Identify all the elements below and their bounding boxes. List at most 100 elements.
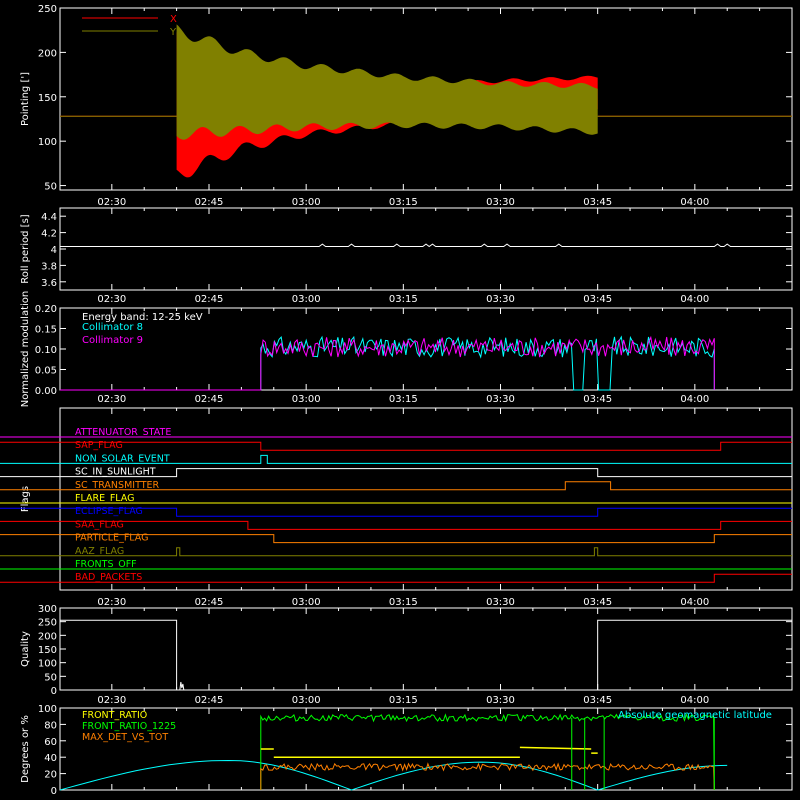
flag-line-sc-in-sunlight (0, 468, 792, 478)
ratio-legend-label-front-ratio-1225: FRONT_RATIO_1225 (82, 721, 176, 732)
modulation-x-tick-label: 03:30 (486, 394, 515, 405)
roll-period-line (60, 243, 792, 248)
quality-y-tick-label: 50 (44, 672, 57, 683)
ratios-y-tick-label: 60 (44, 737, 57, 748)
pointing-y-tick-label: 150 (38, 93, 57, 104)
ratios-y-tick-label: 80 (44, 720, 57, 731)
modulation-y-axis-label: Normalized modulation (20, 291, 31, 408)
quality-x-tick-label: 02:30 (97, 695, 126, 706)
quality-x-tick-label: 03:15 (389, 695, 418, 706)
pointing-y-tick-label: 250 (38, 4, 57, 15)
ratio-legend-label-max-det-vs-tot: MAX_DET_VS_TOT (82, 732, 168, 743)
ratio-legend-label-latitude: Absolute geomagnetic latitude (618, 710, 772, 721)
roll-y-tick-label: 4 (51, 245, 57, 256)
legend-label-y: Y (169, 27, 177, 38)
pointing-x-tick-label: 04:00 (680, 197, 709, 208)
roll-x-tick-label: 03:00 (292, 294, 321, 305)
quality-y-tick-label: 200 (38, 631, 57, 642)
roll-x-tick-label: 04:00 (680, 294, 709, 305)
legend-label-x: X (170, 14, 177, 25)
quality-x-tick-label: 02:45 (195, 695, 224, 706)
flag-line-eclipse-flag (0, 507, 792, 517)
flag-label-saa-flag: SAA_FLAG (75, 519, 124, 530)
quality-y-tick-label: 250 (38, 618, 57, 629)
modulation-series-collimator-9 (60, 335, 715, 391)
pointing-y-tick-label: 50 (44, 182, 57, 193)
flag-label-eclipse-flag: ECLIPSE_FLAG (75, 506, 143, 517)
flags-x-tick-label: 03:30 (486, 597, 515, 608)
pointing-x-tick-label: 03:30 (486, 197, 515, 208)
quality-y-axis-label: Quality (20, 631, 31, 667)
quality-y-tick-label: 300 (38, 604, 57, 615)
flag-label-particle-flag: PARTICLE_FLAG (75, 533, 148, 544)
flag-label-aaz-flag: AAZ_FLAG (75, 546, 124, 557)
pointing-y-axis-label: Pointing ['] (20, 72, 31, 126)
flag-label-fronts-off: FRONTS_OFF (75, 559, 137, 570)
ratio-legend-label-front-ratio: FRONT_RATIO (82, 710, 147, 721)
latitude-curve (59, 759, 728, 791)
flags-plot-frame (59, 407, 793, 591)
quality-x-tick-label: 04:00 (680, 695, 709, 706)
flags-x-tick-label: 03:45 (583, 597, 612, 608)
roll-y-tick-label: 3.8 (41, 261, 57, 272)
flag-line-aaz-flag (0, 547, 792, 557)
pointing-x-tick-label: 03:15 (389, 197, 418, 208)
flags-x-tick-label: 04:00 (680, 597, 709, 608)
modulation-x-tick-label: 03:00 (292, 394, 321, 405)
flag-line-sc-transmitter (0, 481, 792, 491)
modulation-y-tick-label: 0.15 (35, 325, 57, 336)
quality-x-tick-label: 03:00 (292, 695, 321, 706)
modulation-y-tick-label: 0.20 (35, 304, 57, 315)
roll-y-tick-label: 3.6 (41, 278, 57, 289)
pointing-y-tick-label: 100 (38, 137, 57, 148)
modulation-x-tick-label: 03:45 (583, 394, 612, 405)
pointing-y-tick-label: 200 (38, 48, 57, 59)
flag-label-sap-flag: SAP_FLAG (75, 440, 123, 451)
modulation-y-tick-label: 0.05 (35, 366, 57, 377)
ratio-series-max-det-vs-tot (260, 762, 715, 791)
pointing-x-tick-label: 03:45 (583, 197, 612, 208)
pointing-x-tick-label: 02:45 (195, 197, 224, 208)
pointing-plot-frame (59, 7, 793, 191)
flag-line-non-solar-event (0, 454, 792, 464)
flag-label-non-solar-event: NON_SOLAR_EVENT (75, 453, 170, 464)
ratios-y-tick-label: 100 (38, 704, 57, 715)
flag-line-particle-flag (0, 534, 792, 544)
quality-line (60, 619, 792, 691)
quality-y-tick-label: 150 (38, 645, 57, 656)
flags-x-tick-label: 02:45 (195, 597, 224, 608)
ratio-series-front-ratio (260, 746, 598, 758)
ratios-y-axis-label: Degrees or % (20, 715, 31, 783)
quality-y-tick-label: 0 (51, 686, 57, 697)
flag-line-saa-flag (0, 520, 792, 530)
flag-line-sap-flag (0, 441, 792, 451)
quality-x-tick-label: 03:30 (486, 695, 515, 706)
flag-label-sc-transmitter: SC_TRANSMITTER (75, 480, 160, 491)
pointing-x-tick-label: 02:30 (97, 197, 126, 208)
flag-label-sc-in-sunlight: SC_IN_SUNLIGHT (75, 467, 156, 478)
ratios-y-tick-label: 40 (44, 753, 57, 764)
quality-y-tick-label: 100 (38, 659, 57, 670)
roll-y-tick-label: 4.2 (41, 229, 57, 240)
energy-band-annotation: Energy band: 12-25 keV (82, 312, 203, 323)
flag-line-bad-packets (0, 573, 792, 583)
flag-label-bad-packets: BAD_PACKETS (75, 572, 142, 583)
roll-x-tick-label: 03:45 (583, 294, 612, 305)
roll-y-axis-label: Roll period [s] (20, 214, 31, 283)
roll-x-tick-label: 03:15 (389, 294, 418, 305)
modulation-legend-label: Collimator 9 (82, 335, 143, 346)
pointing-series-y-envelope (176, 24, 598, 140)
flags-x-tick-label: 03:15 (389, 597, 418, 608)
roll-x-tick-label: 02:45 (195, 294, 224, 305)
flag-label-flare-flag: FLARE_FLAG (75, 493, 135, 504)
modulation-x-tick-label: 03:15 (389, 394, 418, 405)
flags-x-tick-label: 02:30 (97, 597, 126, 608)
modulation-x-tick-label: 02:30 (97, 394, 126, 405)
roll-x-tick-label: 02:30 (97, 294, 126, 305)
roll-x-tick-label: 03:30 (486, 294, 515, 305)
quality-spike (179, 681, 185, 691)
roll-y-tick-label: 4.4 (41, 212, 57, 223)
modulation-y-tick-label: 0.10 (35, 345, 57, 356)
pointing-x-tick-label: 03:00 (292, 197, 321, 208)
